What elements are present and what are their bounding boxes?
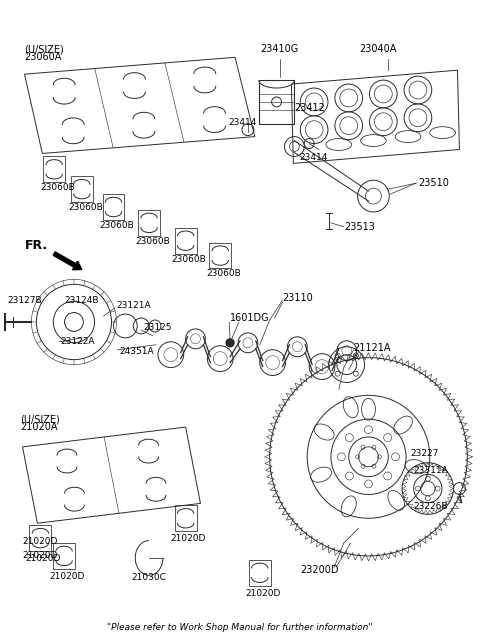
Text: 23060B: 23060B xyxy=(206,269,241,278)
Text: "Please refer to Work Shop Manual for further information": "Please refer to Work Shop Manual for fu… xyxy=(107,623,373,632)
Text: 21020D: 21020D xyxy=(171,534,206,543)
Text: (U/SIZE): (U/SIZE) xyxy=(21,414,60,424)
Text: 21020D: 21020D xyxy=(49,572,84,580)
Text: FR.: FR. xyxy=(24,239,48,252)
Text: 23060B: 23060B xyxy=(172,255,206,264)
Text: 23127B: 23127B xyxy=(8,296,42,305)
Text: 1601DG: 1601DG xyxy=(230,313,270,323)
Text: 23124B: 23124B xyxy=(64,296,98,305)
Text: 23040A: 23040A xyxy=(360,44,397,54)
Text: 23060B: 23060B xyxy=(100,221,134,230)
Text: 23311A: 23311A xyxy=(413,466,448,475)
Text: 23513: 23513 xyxy=(344,222,375,232)
Text: 23414: 23414 xyxy=(300,154,328,163)
Text: 23060A: 23060A xyxy=(24,52,62,62)
Text: 24351A: 24351A xyxy=(120,348,154,356)
Text: 23121A: 23121A xyxy=(117,301,151,310)
Text: 21020D: 21020D xyxy=(245,589,280,598)
Text: (U/SIZE): (U/SIZE) xyxy=(24,44,64,54)
Text: 21030C: 21030C xyxy=(131,573,166,582)
Text: 23060B: 23060B xyxy=(68,203,103,212)
Text: 21121A: 21121A xyxy=(354,343,391,353)
Text: 23410G: 23410G xyxy=(261,44,299,54)
Text: 23227: 23227 xyxy=(410,449,438,458)
Circle shape xyxy=(226,339,234,347)
Text: 23122A: 23122A xyxy=(60,337,95,346)
Text: 23110: 23110 xyxy=(283,293,313,303)
Text: 23226B: 23226B xyxy=(413,502,447,511)
Text: 23414: 23414 xyxy=(228,118,256,127)
FancyArrow shape xyxy=(53,252,82,270)
Text: 23060B: 23060B xyxy=(40,183,75,192)
Text: 23510: 23510 xyxy=(418,178,449,188)
Text: 21020D: 21020D xyxy=(23,536,58,545)
Text: 23125: 23125 xyxy=(143,323,172,332)
Text: 23060B: 23060B xyxy=(135,237,170,246)
Text: 23200D: 23200D xyxy=(300,565,338,575)
Text: 21020A: 21020A xyxy=(21,422,58,432)
Text: 21020D: 21020D xyxy=(25,554,61,563)
Text: 21020D: 21020D xyxy=(23,552,58,561)
Text: 23412: 23412 xyxy=(294,103,325,113)
